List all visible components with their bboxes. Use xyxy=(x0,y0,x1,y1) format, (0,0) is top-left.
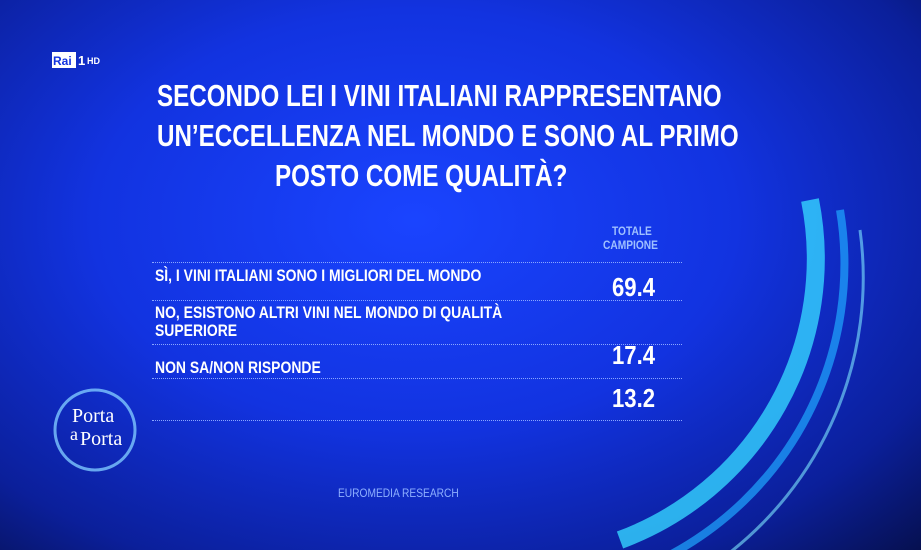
column-header: CAMPIONE xyxy=(603,238,658,252)
row-rule xyxy=(152,378,682,379)
row-label: SÌ, I VINI ITALIANI SONO I MIGLIORI DEL … xyxy=(155,266,482,285)
row-rule xyxy=(152,262,682,263)
row-label: NO, ESISTONO ALTRI VINI NEL MONDO DI QUA… xyxy=(155,303,503,340)
row-rule xyxy=(152,300,682,301)
show-logo: Porta xyxy=(72,405,115,427)
logo-suffix: HD xyxy=(87,56,100,66)
title-line: POSTO COME QUALITÀ? xyxy=(275,158,568,193)
logo-channel: Rai xyxy=(53,54,72,68)
row-value: 13.2 xyxy=(612,383,656,413)
title-line: UN’ECCELLENZA NEL MONDO E SONO AL PRIMO xyxy=(157,118,739,153)
show-logo: Porta xyxy=(80,428,123,450)
row-rule xyxy=(152,344,682,345)
title-line: SECONDO LEI I VINI ITALIANI RAPPRESENTAN… xyxy=(157,78,722,113)
row-rule xyxy=(152,420,682,421)
column-header: TOTALE xyxy=(612,224,652,238)
show-logo: a xyxy=(70,424,78,444)
row-value: 17.4 xyxy=(612,340,656,370)
footer: EUROMEDIA RESEARCH xyxy=(338,486,459,500)
row-value: 69.4 xyxy=(612,272,656,302)
logo-number: 1 xyxy=(78,53,86,68)
row-label: NON SA/NON RISPONDE xyxy=(155,358,321,377)
